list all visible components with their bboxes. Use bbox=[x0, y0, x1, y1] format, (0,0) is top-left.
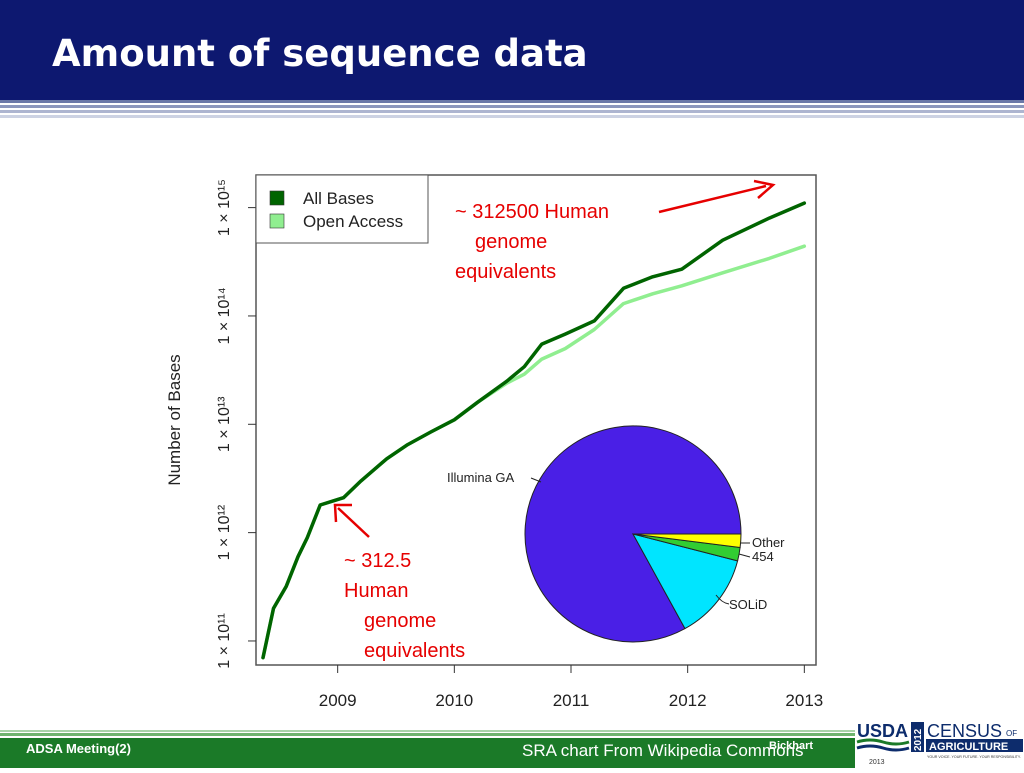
pie-label-solid: SOLiD bbox=[729, 597, 767, 612]
x-tick-label: 2013 bbox=[785, 691, 823, 710]
title-bar: Amount of sequence data bbox=[0, 0, 1024, 100]
x-tick-label: 2012 bbox=[669, 691, 707, 710]
arrowhead-bottom bbox=[333, 503, 352, 523]
annotation-bottom-line4: equivalents bbox=[364, 640, 466, 662]
y-tick-label: 1 × 10¹¹ bbox=[216, 613, 233, 669]
pie-leader-454 bbox=[738, 553, 751, 558]
y-tick-label: 1 × 10¹⁵ bbox=[216, 179, 233, 236]
annotation-bottom-line1: ~ 312.5 bbox=[344, 550, 412, 572]
footer-presenter: Bickhart bbox=[769, 740, 814, 752]
y-axis: 1 × 10¹¹ 1 × 10¹² 1 × 10¹³ 1 × 10¹⁴ 1 × 10¹⁵ bbox=[216, 179, 256, 669]
svg-text:2012: 2012 bbox=[913, 728, 924, 751]
pie-leader-solid bbox=[715, 594, 730, 605]
annotation-top-line2: genome bbox=[475, 231, 548, 253]
line-series bbox=[261, 201, 807, 660]
usda-census-logo: USDA 2013 2012 CENSUS OF AGRICULTURE YOU… bbox=[855, 718, 1024, 768]
legend-swatch-open-access bbox=[269, 213, 285, 229]
annotation-arrows bbox=[333, 179, 776, 538]
annotation-top-line1: ~ 312500 Human bbox=[455, 201, 610, 223]
pie-label-illumina-ga: Illumina GA bbox=[447, 470, 515, 485]
legend: All Bases Open Access bbox=[255, 174, 429, 244]
footer-meeting: ADSA Meeting(2) bbox=[26, 741, 131, 756]
pie-chart bbox=[524, 425, 742, 643]
pie-slice-solid bbox=[632, 533, 739, 630]
x-tick-label: 2009 bbox=[319, 691, 357, 710]
legend-label-open-access: Open Access bbox=[303, 212, 403, 231]
pie-slice-other bbox=[632, 533, 742, 549]
y-tick-label: 1 × 10¹⁴ bbox=[216, 287, 233, 344]
legend-label-all-bases: All Bases bbox=[303, 189, 374, 208]
pie-label-other: Other bbox=[752, 535, 785, 550]
svg-text:OF: OF bbox=[1006, 729, 1017, 738]
pie-labels: Illumina GA Other 454 SOLiD bbox=[447, 470, 785, 612]
y-tick-label: 1 × 10¹³ bbox=[216, 396, 233, 452]
arrow-bottom bbox=[337, 507, 370, 538]
annotation-top-line3: equivalents bbox=[455, 261, 557, 283]
legend-box bbox=[255, 174, 429, 244]
pie-label-454: 454 bbox=[752, 549, 774, 564]
arrowhead-top bbox=[753, 179, 776, 199]
y-axis-label: Number of Bases bbox=[165, 354, 184, 485]
footer-bar bbox=[0, 738, 1024, 768]
y-tick-label: 1 × 10¹² bbox=[216, 504, 233, 560]
arrow-top bbox=[658, 184, 767, 214]
series-line-all-bases bbox=[261, 201, 807, 660]
annotation-bottom: ~ 312.5 Human genome equivalents bbox=[344, 546, 465, 666]
svg-text:CENSUS: CENSUS bbox=[927, 721, 1002, 741]
svg-text:USDA: USDA bbox=[857, 721, 908, 741]
footer-credit: SRA chart From Wikipedia Commons bbox=[522, 741, 804, 760]
x-axis: 2009 2010 2011 2012 2013 bbox=[319, 665, 823, 710]
usda-census-logo-image: USDA 2013 2012 CENSUS OF AGRICULTURE YOU… bbox=[856, 721, 1023, 766]
annotation-bottom-line2: Human bbox=[344, 580, 409, 602]
pie-leader-illumina-ga bbox=[530, 477, 542, 483]
svg-text:AGRICULTURE: AGRICULTURE bbox=[929, 741, 1008, 753]
annotation-bottom-line3: genome bbox=[364, 610, 437, 632]
svg-text:YOUR VOICE. YOUR FUTURE. YOUR: YOUR VOICE. YOUR FUTURE. YOUR RESPONSIBI… bbox=[927, 755, 1021, 759]
x-tick-label: 2010 bbox=[435, 691, 473, 710]
title-stripes bbox=[0, 100, 1024, 122]
slide-title: Amount of sequence data bbox=[52, 32, 588, 75]
x-tick-label: 2011 bbox=[553, 691, 590, 710]
footer-divider bbox=[0, 730, 860, 736]
svg-text:2013: 2013 bbox=[869, 759, 885, 766]
legend-swatch-all-bases bbox=[269, 190, 285, 206]
annotation-top: ~ 312500 Human genome equivalents bbox=[455, 197, 609, 287]
